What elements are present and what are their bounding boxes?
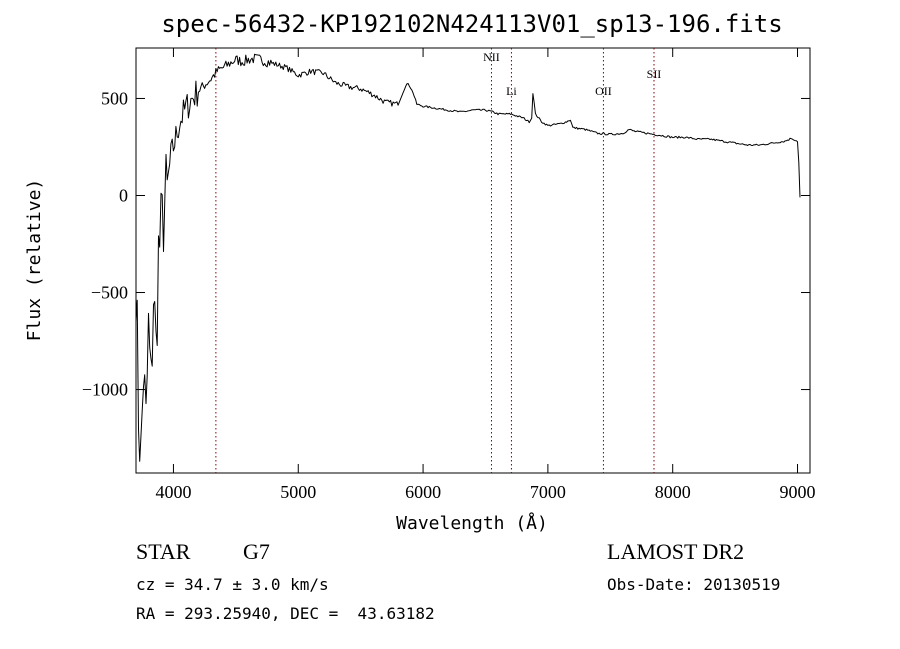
- annotation-label: SII: [647, 67, 662, 81]
- survey-name: LAMOST DR2: [607, 539, 744, 564]
- observation-date: Obs-Date: 20130519: [607, 575, 780, 594]
- object-subclass: G7: [243, 539, 270, 564]
- x-tick-label: 4000: [155, 482, 191, 502]
- x-tick-label: 9000: [780, 482, 816, 502]
- axis-tick-labels: 4000 5000 6000 7000 8000 9000 −1000 −500 0 500: [82, 88, 816, 502]
- object-type: STAR: [136, 539, 191, 564]
- y-tick-label: −1000: [82, 380, 128, 400]
- annotation-label: Li: [506, 84, 517, 98]
- y-tick-label: −500: [91, 283, 128, 303]
- plot-frame: [135, 47, 811, 474]
- series-layer: [135, 53, 801, 462]
- coordinates: RA = 293.25940, DEC = 43.63182: [136, 604, 435, 623]
- chart-title: spec-56432-KP192102N424113V01_sp13-196.f…: [161, 10, 782, 38]
- y-tick-label: 0: [119, 185, 128, 205]
- x-tick-label: 7000: [530, 482, 566, 502]
- y-tick-label: 500: [101, 88, 128, 108]
- x-tick-label: 6000: [405, 482, 441, 502]
- spectrum-line: [135, 53, 801, 462]
- redshift-cz: cz = 34.7 ± 3.0 km/s: [136, 575, 329, 594]
- y-axis-label: Flux (relative): [24, 179, 45, 342]
- x-axis-label: Wavelength (Å): [396, 512, 548, 534]
- x-tick-label: 5000: [280, 482, 316, 502]
- line-annotations: NII Li OII SII: [215, 48, 662, 473]
- x-tick-label: 8000: [655, 482, 691, 502]
- annotation-label: NII: [483, 50, 500, 64]
- annotation-label: OII: [595, 84, 612, 98]
- axis-ticks: [136, 48, 810, 473]
